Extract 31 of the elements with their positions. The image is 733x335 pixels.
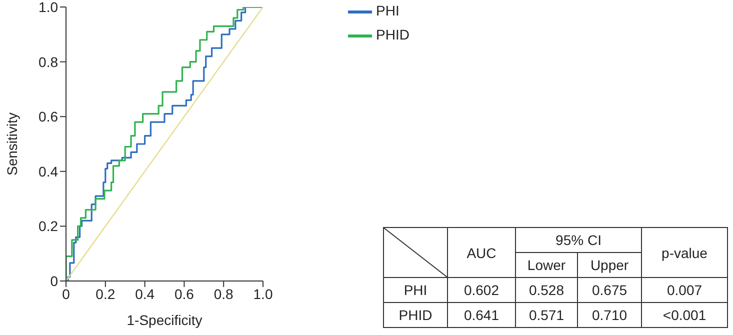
x-tick-label: 0.8 <box>214 286 234 302</box>
y-tick-label: 0 <box>50 272 58 289</box>
text: 0.602 <box>448 278 516 302</box>
y-tick-label: 0.2 <box>38 218 58 234</box>
text: 0.571 <box>516 302 578 328</box>
text: 0.641 <box>448 302 516 328</box>
text: 0.528 <box>516 278 578 302</box>
text: PHI <box>384 278 448 302</box>
x-tick-label: 1.0 <box>253 286 273 302</box>
x-tick-label: 0.6 <box>174 286 194 302</box>
text: Upper <box>578 252 642 278</box>
text: AUC <box>448 228 516 278</box>
x-tick-label: 0 <box>62 286 70 302</box>
y-tick-label: 1.0 <box>38 0 58 15</box>
text: <0.001 <box>642 302 728 328</box>
legend-label: PHID <box>376 26 410 43</box>
text: p-value <box>642 228 728 278</box>
text: Lower <box>516 252 578 278</box>
text: 0.675 <box>578 278 642 302</box>
x-tick-label: 0.4 <box>135 286 155 302</box>
y-tick-label: 0.8 <box>38 54 58 70</box>
y-tick-label: 0.6 <box>38 108 58 125</box>
text: 0.007 <box>642 278 728 302</box>
text: 95% CI <box>516 228 642 252</box>
legend-label: PHI <box>376 2 400 19</box>
y-tick-label: 0.4 <box>38 163 58 180</box>
text: PHID <box>384 302 448 328</box>
x-axis-title: 1-Specificity <box>126 312 202 328</box>
x-tick-label: 0.2 <box>96 286 116 302</box>
y-axis-title: Sensitivity <box>4 112 20 176</box>
text: 0.710 <box>578 302 642 328</box>
